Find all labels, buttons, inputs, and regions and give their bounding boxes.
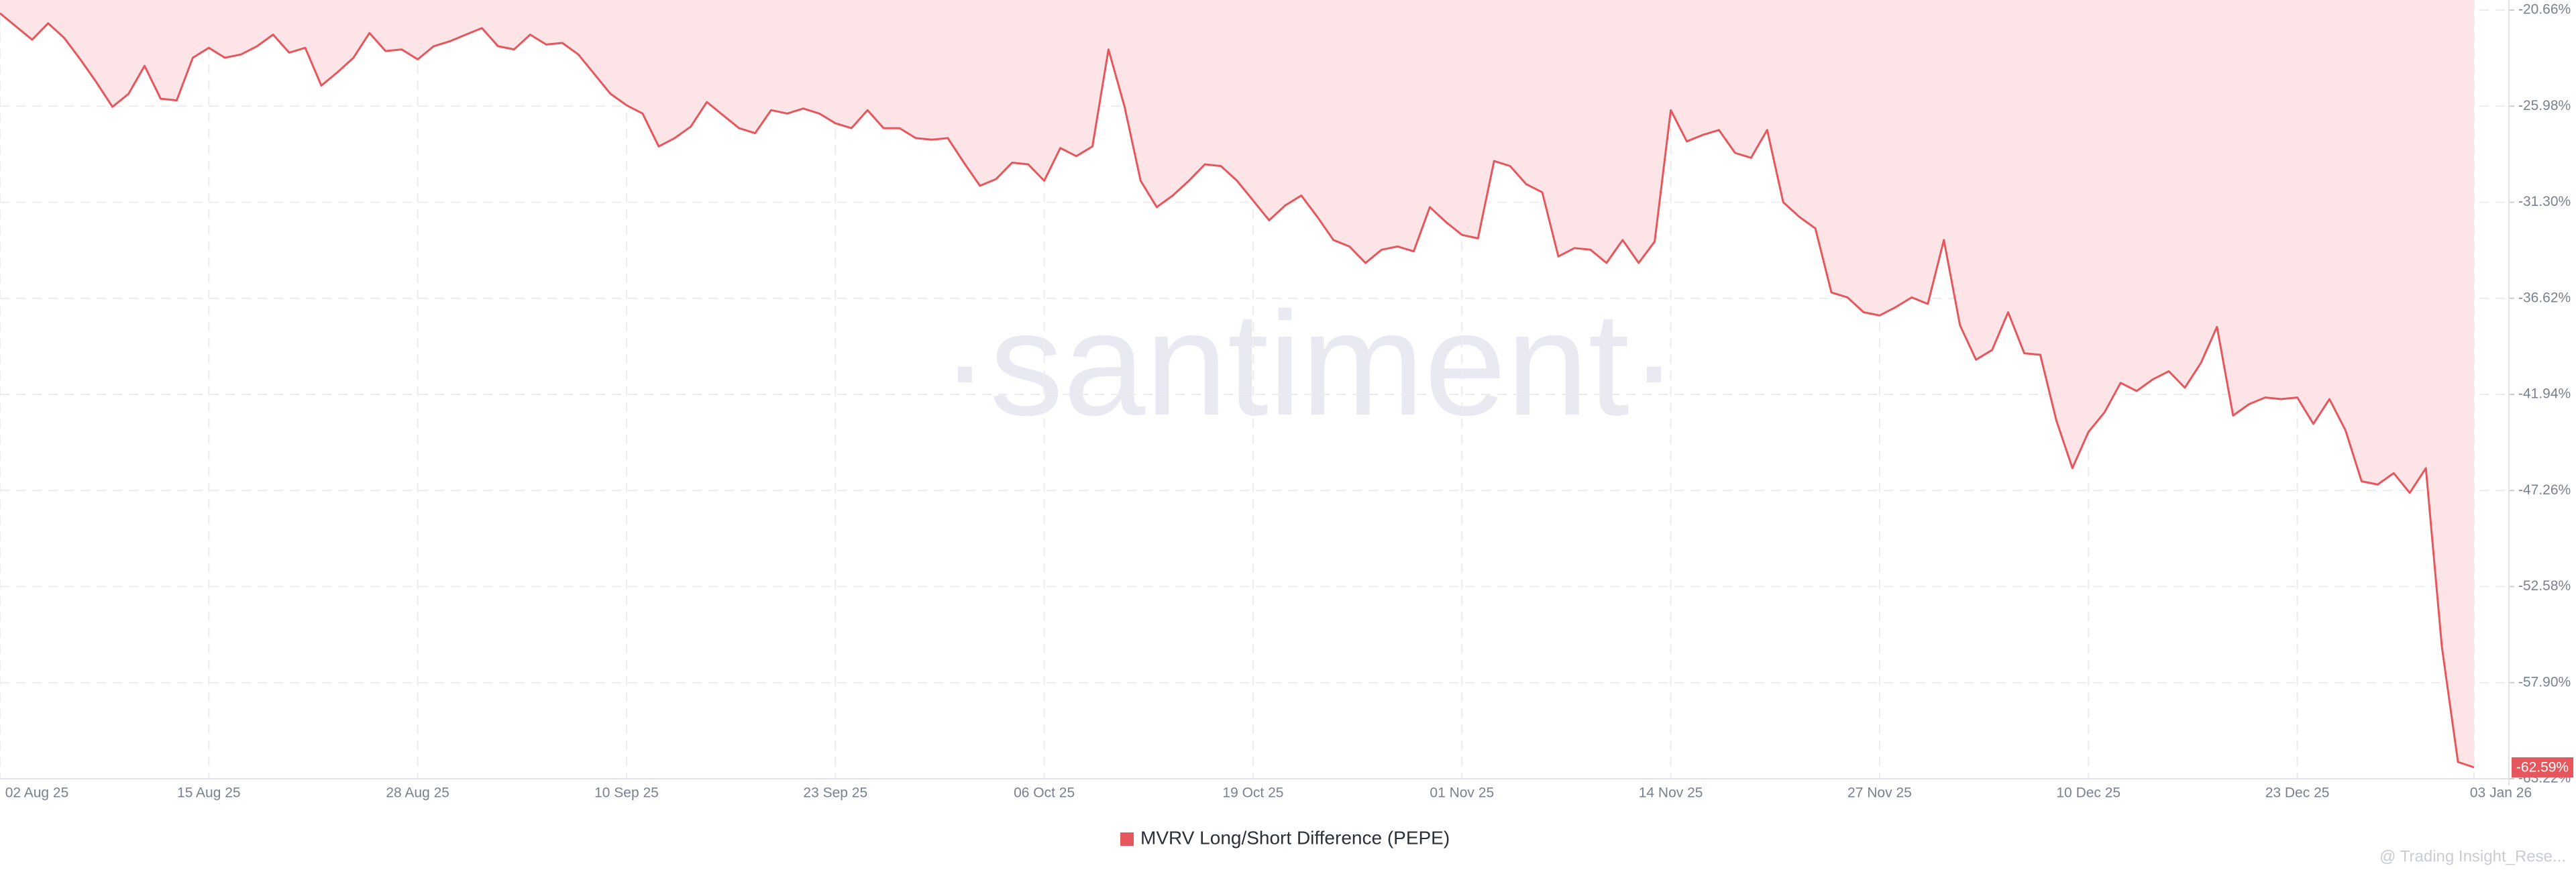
y-tick-label: -20.66%	[2518, 2, 2571, 17]
y-tick-label: -52.58%	[2518, 578, 2571, 594]
last-value-badge	[2512, 757, 2573, 778]
x-tick-label: 28 Aug 25	[386, 785, 449, 801]
x-tick-label: 10 Dec 25	[2056, 785, 2121, 801]
x-tick-label: 23 Dec 25	[2265, 785, 2330, 801]
y-tick-label: -47.26%	[2518, 482, 2571, 498]
y-tick-label: -41.94%	[2518, 386, 2571, 402]
x-tick-label: 14 Nov 25	[1639, 785, 1703, 801]
x-tick-label: 15 Aug 25	[177, 785, 241, 801]
y-tick-label: -57.90%	[2518, 674, 2571, 690]
watermark: ·santiment·	[941, 281, 1678, 446]
x-tick-label: 01 Nov 25	[1430, 785, 1494, 801]
y-tick-label: -36.62%	[2518, 290, 2571, 305]
area-fill	[0, 0, 2474, 767]
y-tick-label: -31.30%	[2518, 194, 2571, 209]
x-tick-label: 23 Sep 25	[803, 785, 867, 801]
x-tick-label: 02 Aug 25	[5, 785, 69, 801]
x-tick-label: 06 Oct 25	[1014, 785, 1075, 801]
x-tick-label: 03 Jan 26	[2470, 785, 2532, 801]
y-tick-label: -25.98%	[2518, 98, 2571, 113]
x-tick-label: 19 Oct 25	[1222, 785, 1283, 801]
x-tick-label: 27 Nov 25	[1847, 785, 1912, 801]
legend-swatch	[1120, 832, 1134, 846]
x-tick-label: 10 Sep 25	[594, 785, 659, 801]
legend-label: MVRV Long/Short Difference (PEPE)	[1140, 827, 1450, 848]
last-value-label: -62.59%	[2516, 760, 2569, 775]
credit: @ Trading Insight_Rese...	[2379, 847, 2566, 865]
line	[0, 12, 2475, 769]
